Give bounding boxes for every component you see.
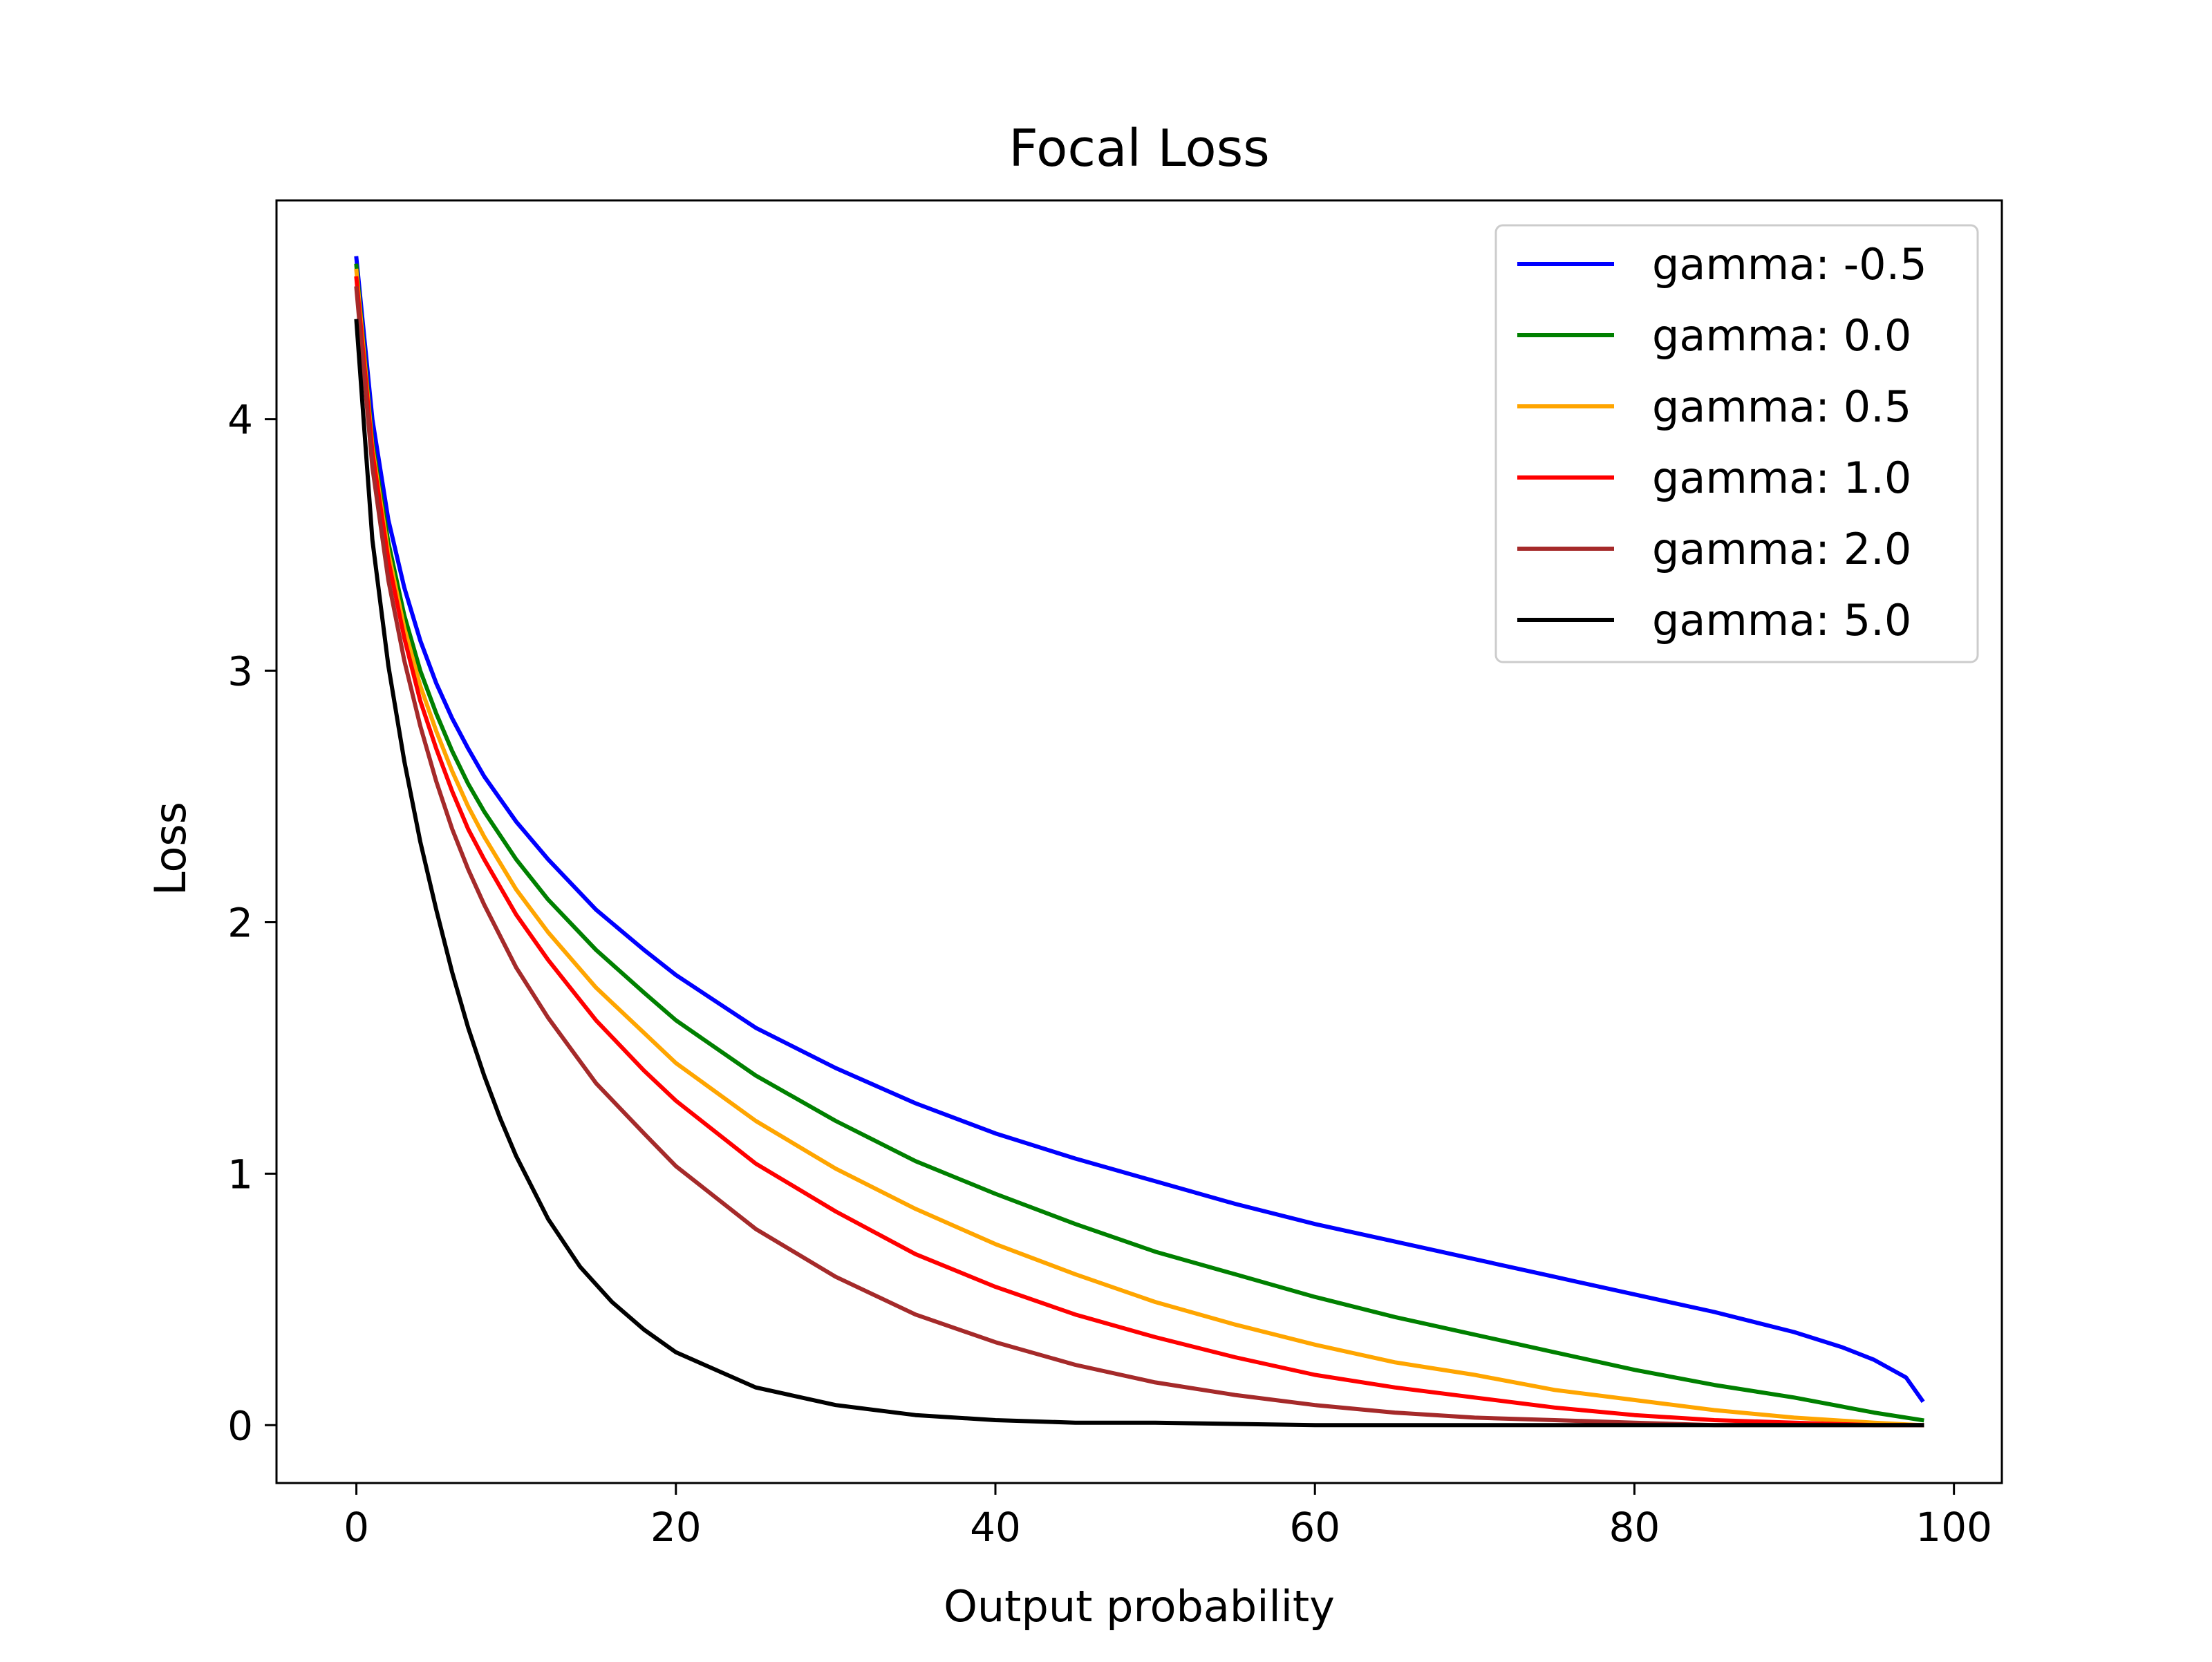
legend-label-0: gamma: -0.5 [1652, 239, 1927, 290]
y-tick-label: 2 [227, 899, 253, 946]
legend-box [1494, 224, 1979, 663]
x-axis-label: Output probability [944, 1581, 1335, 1632]
y-tick-label: 1 [227, 1151, 253, 1198]
series-line-4 [354, 286, 1924, 1428]
y-tick-label: 0 [227, 1402, 253, 1449]
legend-items: gamma: -0.5 gamma: 0.0 gamma: 0.5 gamma: 1.… [1517, 239, 1927, 645]
x-tick-label: 40 [970, 1504, 1021, 1551]
y-tick-label: 4 [227, 397, 253, 444]
legend-label-2: gamma: 0.5 [1652, 381, 1911, 432]
y-tick-label: 3 [227, 648, 253, 695]
y-axis: 0 1 2 3 4 [227, 397, 276, 1449]
x-axis: 0 20 40 60 80 100 [344, 1483, 1992, 1551]
legend-label-1: gamma: 0.0 [1652, 310, 1911, 361]
x-tick-label: 60 [1289, 1504, 1340, 1551]
legend: gamma: -0.5 gamma: 0.0 gamma: 0.5 gamma: 1.… [1494, 224, 1979, 663]
y-axis-label: Loss [145, 802, 196, 896]
x-tick-label: 80 [1609, 1504, 1660, 1551]
series-line-2 [354, 268, 1924, 1428]
series-line-0 [354, 256, 1925, 1404]
x-tick-label: 0 [344, 1504, 369, 1551]
legend-label-5: gamma: 5.0 [1652, 595, 1911, 645]
legend-label-4: gamma: 2.0 [1652, 524, 1911, 574]
plot-area-frame [275, 199, 2003, 1484]
series-layer [354, 256, 1925, 1428]
series-line-5 [354, 319, 1924, 1428]
x-tick-label: 100 [1915, 1504, 1992, 1551]
series-line-3 [354, 276, 1924, 1428]
chart-title: Focal Loss [1009, 119, 1270, 178]
x-tick-label: 20 [650, 1504, 702, 1551]
series-line-1 [354, 263, 1924, 1423]
legend-label-3: gamma: 1.0 [1652, 453, 1911, 503]
